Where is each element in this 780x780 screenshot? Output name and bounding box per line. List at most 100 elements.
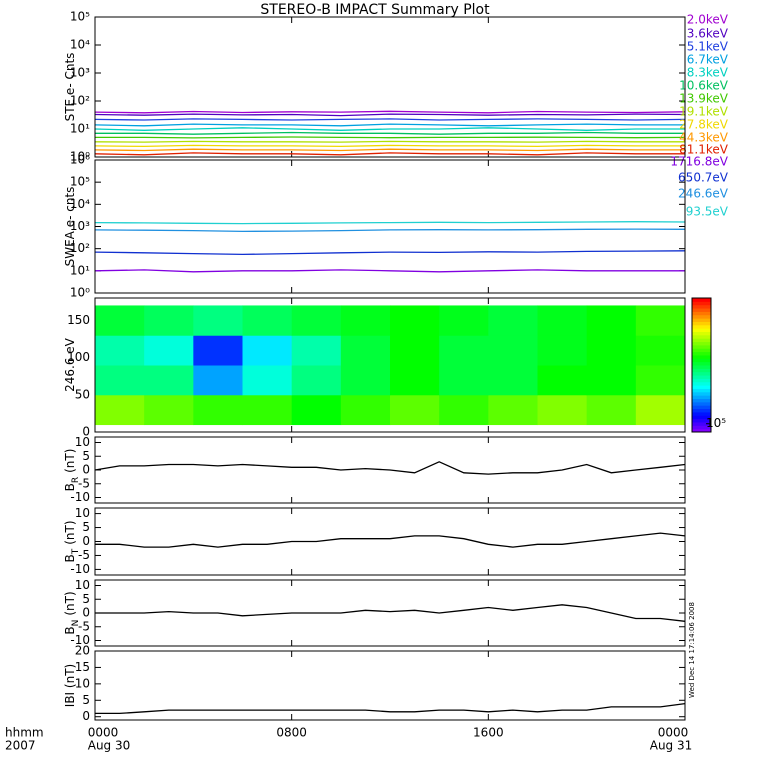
plot-title: STEREO-B IMPACT Summary Plot [260,2,490,18]
heatmap-cell [537,305,588,336]
y-axis-label-part: N [71,620,81,627]
colorbar-segment [692,354,711,359]
y-tick-label: 100 [67,350,90,364]
legend-entry: 44.3keV [679,131,729,145]
colorbar-segment [692,388,711,393]
heatmap-cell [291,335,342,366]
y-axis-label: 246.6 eV [63,337,77,392]
y-axis-label: BT (nT) [63,520,81,562]
heatmap-cell [439,394,489,426]
heatmap-cell [291,305,342,336]
legend-entry: 27.8keV [679,118,729,132]
panel-frame [94,16,686,158]
heatmap-cell [340,394,391,426]
colorbar-segment [692,408,711,413]
colorbar-segment [692,304,711,309]
y-tick-label: 10 [75,578,90,592]
heatmap-cell [537,335,588,366]
colorbar-segment [692,375,711,379]
colorbar-segment [692,368,711,373]
x-tick-label: 0000 [88,726,119,740]
y-tick-label: 15 [75,660,90,674]
data-line [95,136,686,139]
colorbar-segment [692,301,711,306]
data-line [95,131,685,135]
heatmap-cell [291,394,342,426]
heatmap-cell [439,365,489,396]
y-tick-label: 10¹ [70,263,90,277]
x-tick-label: 0000 [658,726,689,740]
colorbar-segment [692,298,711,302]
y-tick-label: 10³ [70,66,90,80]
colorbar-segment [692,351,711,356]
heatmap-cell [586,335,637,366]
heatmap-cell [635,305,686,336]
heatmap-cell [488,365,538,396]
heatmap-cell [95,305,145,336]
heatmap-cell [586,394,637,426]
y-tick-label: 0 [82,534,90,548]
data-line [94,113,686,117]
y-tick-label: 0 [82,425,90,439]
colorbar-segment [692,338,711,343]
x-date-label: Aug 31 [650,739,693,753]
y-tick-label: 20 [75,644,90,658]
colorbar-segment [692,405,711,410]
heatmap-cell [242,394,293,426]
colorbar-frame [691,297,712,433]
y-tick-label: -5 [78,619,90,633]
y-axis-label-part: SWEA e- cnts [63,187,77,267]
y-tick-label: -5 [78,548,90,562]
colorbar-segment [692,398,711,403]
heatmap-cell [390,365,440,396]
colorbar-segment [692,425,711,430]
y-tick-label: 10 [75,506,90,520]
legend-entry: 10.6keV [679,79,729,93]
data-line [94,250,686,256]
heatmap-cell [488,335,538,366]
data-line [94,221,686,225]
colorbar-segment [692,344,711,349]
colorbar-segment [692,324,711,329]
heatmap-cell [635,335,686,366]
y-tick-label: 50 [75,387,90,401]
heatmap-cell [95,394,145,426]
y-tick-label: 0 [82,709,90,723]
legend-entry: 93.5eV [686,205,729,219]
y-tick-label: 10³ [70,219,90,233]
colorbar-segment [692,328,711,332]
x-unit-label: hhmm [5,726,44,740]
heatmap-cell [488,394,538,426]
y-axis-label: STE e- Cnts [63,53,77,122]
legend-entry: 246.6eV [678,187,729,201]
colorbar-segment [692,411,711,416]
data-line [94,140,685,143]
heatmap-cell [488,305,538,336]
timestamp: Wed Dec 14 17:14:06 2008 [688,602,696,698]
panel-frame [94,650,686,721]
heatmap-cell [144,394,194,426]
y-tick-label: -10 [70,490,90,504]
y-axis-label-part: 246.6 eV [63,337,77,392]
y-axis-label-part: (nT) [63,449,77,473]
y-axis-label-part: R [71,477,81,483]
heatmap-cell [193,394,243,426]
y-axis-label-part: B [63,626,77,634]
y-tick-label: 10⁵ [70,10,90,24]
heatmap-cell [144,365,194,396]
x-unit-label: 2007 [5,739,36,753]
y-tick-label: 10⁴ [70,197,90,211]
heatmap-cell [95,365,145,396]
legend-entry: 3.6keV [687,27,729,41]
heatmap-cell [439,335,489,366]
panel-frame [94,436,686,504]
colorbar-segment [692,418,711,423]
y-tick-label: 10 [75,676,90,690]
heatmap-cell [537,394,588,426]
legend-entry: 1716.8eV [670,155,728,169]
y-tick-label: 10² [70,94,90,108]
heatmap-cell [340,335,391,366]
heatmap-cell [586,365,637,396]
heatmap-cell [144,305,194,336]
